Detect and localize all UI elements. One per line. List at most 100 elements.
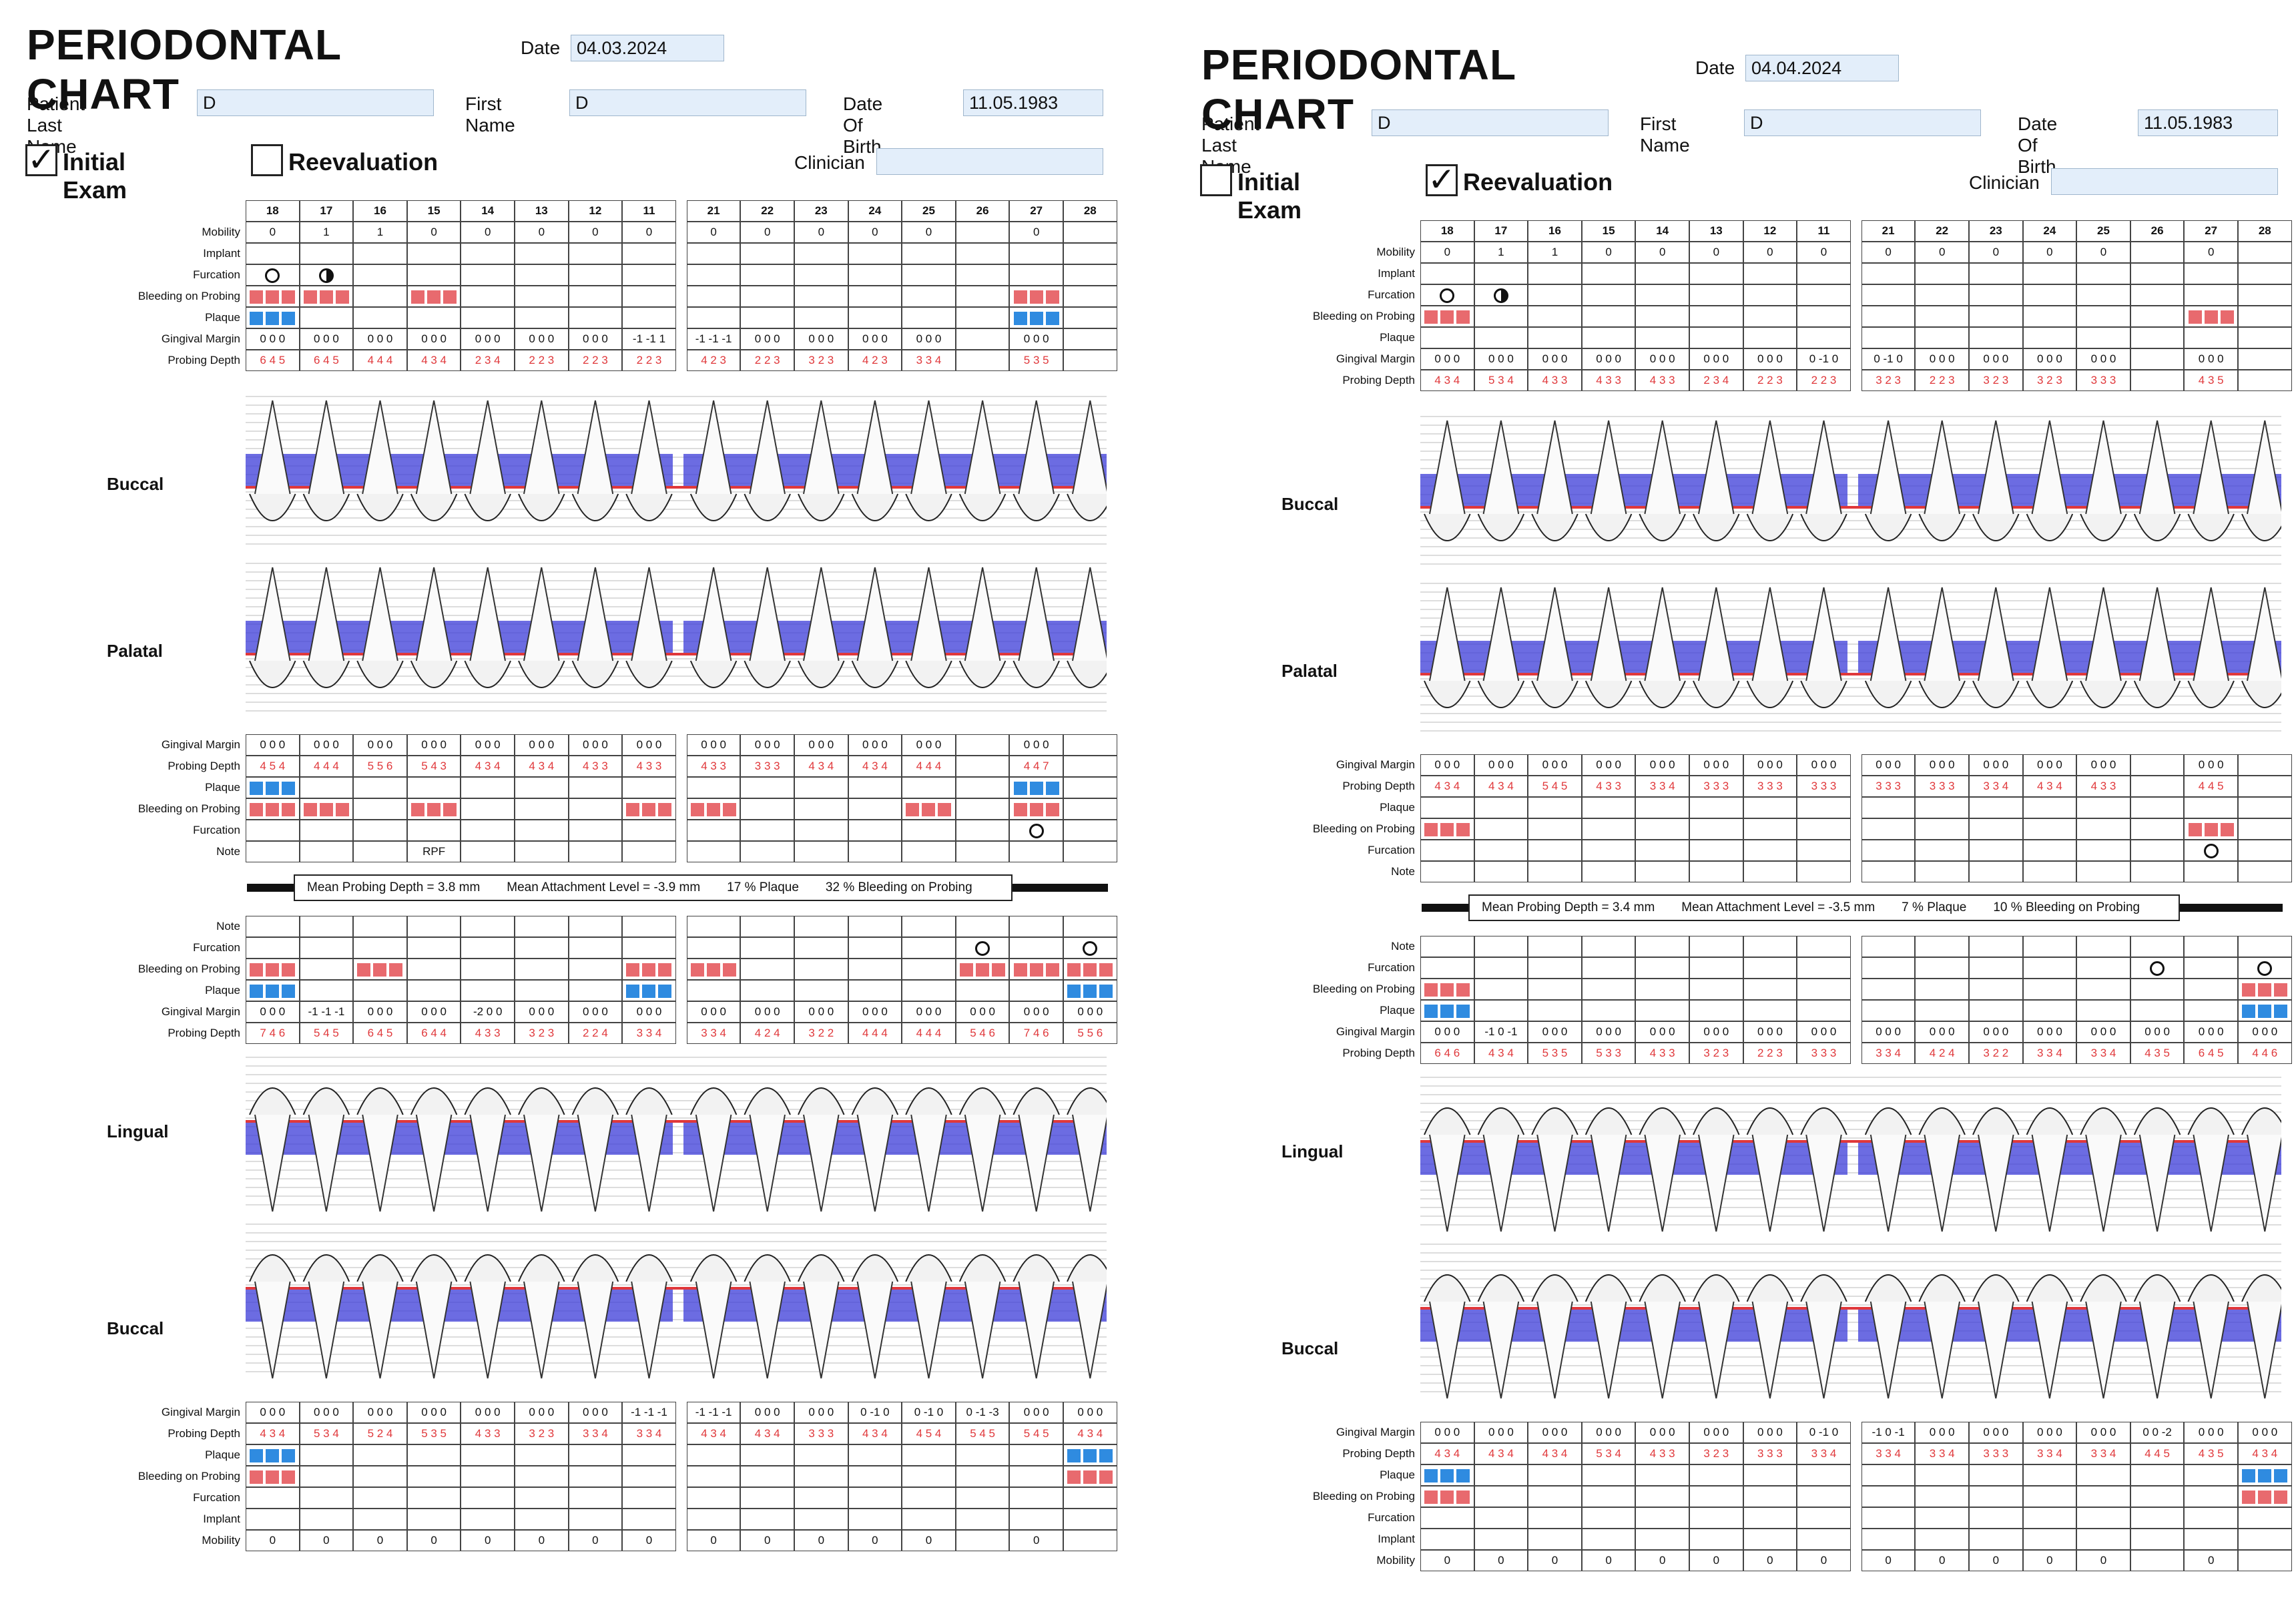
lower-buccal-bop-cell (1635, 1486, 1689, 1507)
plaque-marker (1067, 1448, 1081, 1462)
palatal-plaque-cell (1969, 797, 2023, 818)
last-name-field[interactable]: D (1372, 109, 1609, 136)
row-label-mobility: Mobility (202, 1534, 240, 1547)
lower-lingual-pd-cell: 5 4 6 (955, 1023, 1010, 1044)
lower-lingual-bop-cell (406, 959, 461, 980)
upper-buccal-plaque-cell (1915, 327, 1969, 348)
lower-lingual-gm-cell: 0 0 0 (1009, 1001, 1063, 1023)
plaque-marker (250, 311, 264, 325)
lower-lingual-note-cell (1474, 936, 1528, 957)
palatal-gm-cell: 0 0 0 (299, 734, 354, 756)
upper-buccal-plaque-cell (1797, 327, 1851, 348)
upper-buccal-implant-cell (406, 243, 461, 264)
reevaluation-checkbox[interactable] (251, 144, 283, 176)
bleeding-marker (319, 290, 333, 304)
palatal-furcation-cell (299, 820, 354, 841)
clinician-field[interactable] (876, 148, 1103, 175)
bleeding-marker (1045, 802, 1059, 816)
lower-lingual-gm-cell: 0 0 0 (1063, 1001, 1117, 1023)
lower-buccal-bop-cell (1797, 1486, 1851, 1507)
lower-lingual-pd-cell: 3 3 3 (1797, 1043, 1851, 1064)
upper-buccal-bop-cell (686, 286, 741, 307)
lower-buccal-mobility-cell (2130, 1550, 2185, 1571)
lower-lingual-note-cell (1861, 936, 1916, 957)
palatal-bop-cell (1581, 818, 1636, 840)
upper-buccal-gm-cell: 0 -1 0 (1861, 348, 1916, 370)
bleeding-marker (691, 963, 705, 977)
row-label-pd: Probing Depth (168, 760, 240, 772)
clinician-field[interactable] (2051, 168, 2278, 195)
chart-title: PERIODONTAL CHART (27, 21, 341, 118)
palatal-plaque-cell (2238, 797, 2292, 818)
lower-lingual-pd-cell: 3 2 3 (1689, 1043, 1743, 1064)
upper-buccal-teeth-cell: 25 (2076, 220, 2130, 242)
lower-lingual-pd-cell: 2 2 4 (568, 1023, 623, 1044)
lower-lingual-gm-cell: 0 0 0 (1420, 1021, 1474, 1043)
date-field[interactable]: 04.04.2024 (1745, 55, 1899, 81)
lower-lingual-plaque-cell (1528, 1000, 1582, 1021)
palatal-note-cell (1861, 861, 1916, 882)
palatal-pd-cell: 4 3 4 (2022, 776, 2077, 797)
lower-buccal-bop-cell (406, 1466, 461, 1487)
lower-lingual-furcation-cell (1420, 957, 1474, 979)
date-field[interactable]: 04.03.2024 (571, 35, 724, 61)
summary-box: Mean Probing Depth = 3.4 mm Mean Attachme… (1468, 894, 2181, 921)
palatal-plaque-cell (1797, 797, 1851, 818)
lower-buccal-gm-cell: 0 0 0 (1689, 1422, 1743, 1443)
upper-buccal-gm-cell: -1 -1 1 (622, 328, 676, 350)
lower-buccal-plaque-cell (1689, 1464, 1743, 1486)
bleeding-marker (2204, 822, 2218, 836)
palatal-furcation-cell (955, 820, 1010, 841)
summary-bop: 32 % Bleeding on Probing (825, 880, 972, 894)
bleeding-marker (1424, 1490, 1438, 1504)
palatal-pd-cell: 5 5 6 (353, 756, 407, 777)
reevaluation-checkbox[interactable]: ✓ (1426, 163, 1458, 196)
upper-buccal-gm-cell: 0 0 0 (1420, 348, 1474, 370)
upper-buccal-mobility-cell: 0 (1861, 242, 1916, 263)
palatal-furcation-cell (406, 820, 461, 841)
palatal-plaque-cell (1861, 797, 1916, 818)
palatal-plaque-cell (686, 777, 741, 798)
initial-exam-checkbox[interactable] (1200, 164, 1232, 196)
lower-lingual-bop-cell (2184, 979, 2238, 1000)
bleeding-marker (357, 963, 371, 977)
lower-buccal-bop-cell (1689, 1486, 1743, 1507)
lower-lingual-gm-cell: -1 -1 -1 (299, 1001, 354, 1023)
palatal-bop-cell (2184, 818, 2238, 840)
dob-field[interactable]: 11.05.1983 (963, 89, 1103, 116)
lower-buccal-implant-cell (1689, 1529, 1743, 1550)
lower-lingual-furcation-cell (1969, 957, 2023, 979)
bleeding-marker (411, 802, 425, 816)
bleeding-marker (335, 290, 349, 304)
upper-buccal-plaque-cell (686, 307, 741, 328)
upper-buccal-furcation-cell (568, 264, 623, 286)
upper-buccal-gm-cell: 0 0 0 (2022, 348, 2077, 370)
palatal-pd-cell: 4 3 4 (1420, 776, 1474, 797)
lower-buccal-pd-cell: 3 3 3 (1969, 1443, 2023, 1464)
first-name-field[interactable]: D (569, 89, 806, 116)
row-label-gm: Gingival Margin (161, 1005, 240, 1018)
lower-buccal-teeth (1420, 1242, 2289, 1402)
bleeding-marker (266, 1470, 280, 1484)
lower-buccal-plaque-cell (1861, 1464, 1916, 1486)
upper-buccal-bop-cell (2076, 306, 2130, 327)
lower-buccal-plaque-cell (1063, 1444, 1117, 1466)
last-name-field[interactable]: D (197, 89, 434, 116)
initial-exam-checkbox[interactable]: ✓ (25, 143, 57, 176)
lower-lingual-teeth (246, 1055, 1114, 1215)
lower-buccal-furcation-cell (794, 1487, 848, 1509)
lower-buccal-implant-cell (955, 1509, 1010, 1530)
dob-field[interactable]: 11.05.1983 (2138, 109, 2278, 136)
first-name-field[interactable]: D (1744, 109, 1981, 136)
upper-buccal-furcation-cell (1861, 284, 1916, 306)
lower-buccal-mobility-cell: 0 (740, 1530, 794, 1551)
lower-buccal-plaque-cell (1420, 1464, 1474, 1486)
palatal-furcation-cell (246, 820, 300, 841)
upper-buccal-plaque-cell (2076, 327, 2130, 348)
upper-buccal-gm-cell: 0 0 0 (246, 328, 300, 350)
upper-buccal-pd-cell: 4 3 4 (406, 350, 461, 371)
bleeding-marker (1456, 1490, 1470, 1504)
lower-lingual-furcation-cell (1635, 957, 1689, 979)
palatal-pd-cell: 4 3 4 (848, 756, 902, 777)
lower-buccal-implant-cell (1581, 1529, 1636, 1550)
